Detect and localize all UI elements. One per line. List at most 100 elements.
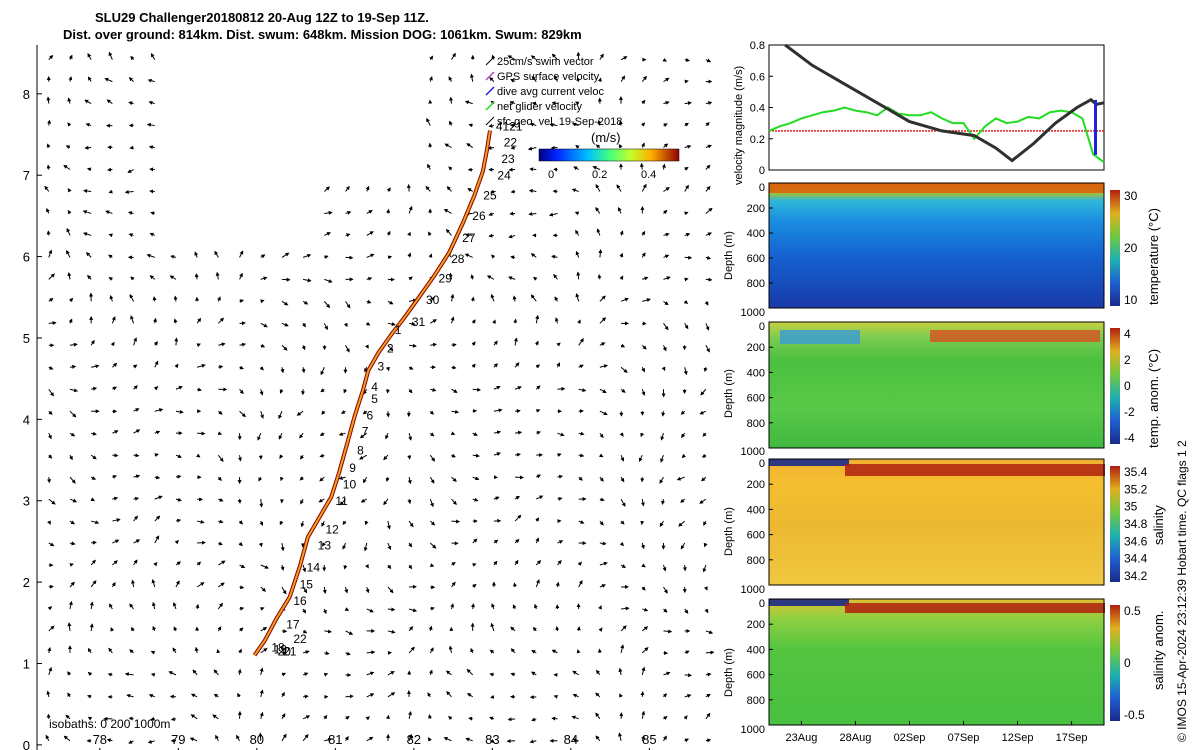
- current-vector: [323, 323, 328, 331]
- current-vector: [641, 183, 647, 192]
- current-vector: [130, 579, 135, 588]
- map-plot-area: [37, 45, 720, 750]
- current-vector: [217, 476, 222, 482]
- current-vector: [493, 363, 498, 368]
- current-vector: [82, 232, 92, 236]
- current-vector: [705, 738, 712, 743]
- current-vector: [48, 410, 53, 416]
- current-vector: [217, 454, 224, 463]
- cbar-tick-label: 34.2: [1124, 569, 1148, 583]
- current-vector: [487, 145, 494, 150]
- map-y-tick-label: 6: [23, 250, 30, 265]
- current-vector: [680, 542, 686, 550]
- current-vector: [108, 189, 113, 194]
- current-vector: [578, 579, 583, 588]
- footer-credit: © IMOS 15-Apr-2024 23:12:39 Hobart time.…: [1175, 440, 1189, 742]
- current-vector: [578, 338, 584, 346]
- current-vector: [467, 187, 473, 192]
- current-vector: [532, 626, 537, 632]
- current-vector: [133, 385, 138, 390]
- current-vector: [535, 517, 540, 522]
- current-vector: [466, 693, 473, 698]
- current-vector: [572, 738, 579, 742]
- current-vector: [82, 210, 92, 214]
- depth-bottom-label: 1000: [741, 307, 765, 319]
- cbar-tick-label: 35: [1124, 500, 1138, 514]
- current-vector: [260, 586, 267, 592]
- current-vector: [430, 432, 435, 437]
- current-vector: [366, 299, 372, 304]
- current-vector: [470, 296, 475, 302]
- current-vector: [450, 603, 455, 610]
- current-vector: [279, 389, 284, 394]
- current-vector: [472, 538, 478, 544]
- current-vector: [408, 388, 413, 394]
- map-y-tick-label: 1: [23, 656, 30, 671]
- current-vector: [87, 716, 93, 721]
- cbar-tick-label: 34.6: [1124, 534, 1148, 548]
- current-vector: [218, 497, 224, 502]
- current-vector: [212, 714, 219, 720]
- current-vector: [430, 319, 437, 324]
- legend-sfc-geo-icon: [485, 116, 495, 126]
- current-vector: [345, 694, 354, 699]
- current-vector: [112, 496, 119, 501]
- current-vector: [429, 498, 434, 508]
- date-tick-label: 02Sep: [894, 732, 926, 744]
- current-vector: [620, 498, 626, 507]
- current-vector: [663, 586, 668, 594]
- current-vector: [513, 318, 518, 324]
- current-vector: [641, 563, 646, 568]
- current-vector: [550, 145, 558, 150]
- current-vector: [236, 734, 240, 742]
- net-velocity-line: [768, 106, 1105, 164]
- current-vector: [239, 365, 244, 370]
- current-vector: [386, 208, 391, 214]
- current-vector: [409, 343, 417, 348]
- current-vector: [488, 123, 494, 128]
- current-vector: [387, 344, 394, 352]
- current-vector: [48, 388, 54, 397]
- current-vector: [557, 453, 562, 457]
- current-vector: [259, 499, 264, 508]
- current-vector: [426, 117, 431, 126]
- current-vector: [507, 717, 516, 722]
- current-vector: [281, 713, 286, 720]
- salinity-plot-frame: [768, 458, 1105, 586]
- current-vector: [641, 367, 645, 373]
- current-vector: [428, 714, 433, 719]
- current-vector: [620, 625, 627, 632]
- day-label: 12: [326, 522, 340, 536]
- current-vector: [147, 739, 155, 744]
- current-vector: [533, 603, 538, 610]
- current-vector: [683, 299, 689, 304]
- current-vector: [535, 579, 540, 588]
- velocity-y-tick-label: 0.6: [750, 71, 765, 83]
- temperature-cbar-label: temperature (°C): [1146, 208, 1161, 305]
- current-vector: [154, 515, 161, 522]
- current-vector: [320, 388, 325, 393]
- current-vector: [175, 561, 182, 566]
- current-vector: [133, 453, 140, 458]
- current-vector: [663, 671, 671, 676]
- current-vector: [619, 693, 623, 698]
- current-vector: [408, 646, 415, 654]
- day-label: 9: [349, 461, 356, 475]
- current-vector: [449, 96, 454, 104]
- current-vector: [408, 276, 413, 281]
- current-vector: [599, 432, 604, 439]
- day-label: 41: [496, 119, 510, 133]
- current-vector: [684, 277, 689, 282]
- day-label: 13: [318, 539, 332, 553]
- current-vector: [112, 362, 118, 368]
- current-vector: [239, 627, 244, 632]
- current-vector: [578, 431, 585, 436]
- current-vector: [662, 345, 667, 352]
- current-vector: [705, 58, 712, 63]
- current-vector: [318, 498, 325, 503]
- current-vector: [705, 650, 715, 655]
- map-y-tick-label: 4: [23, 412, 30, 427]
- current-vector: [218, 342, 226, 347]
- current-vector: [642, 607, 649, 612]
